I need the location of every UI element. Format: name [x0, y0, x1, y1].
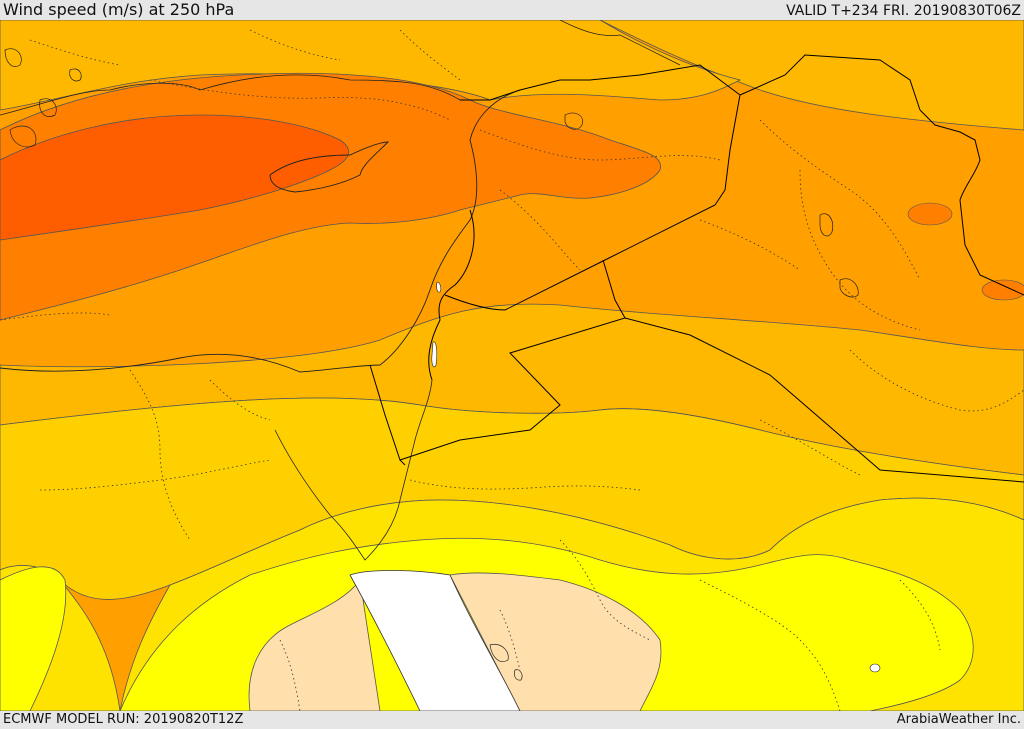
lake	[839, 278, 859, 298]
lake	[564, 112, 583, 130]
red-sea-islands	[489, 644, 523, 681]
band-yellow-left	[0, 566, 67, 711]
wind-speed-map[interactable]	[0, 20, 1024, 711]
model-run: ECMWF MODEL RUN: 20190820T12Z	[3, 712, 244, 727]
map-title: Wind speed (m/s) at 250 hPa	[3, 0, 235, 19]
lake	[819, 213, 834, 237]
coastline	[274, 379, 433, 561]
national-border	[428, 209, 475, 381]
national-border	[919, 109, 1024, 296]
band-weak-west	[248, 578, 381, 711]
map-footer: ECMWF MODEL RUN: 20190820T12Z ArabiaWeat…	[0, 711, 1024, 729]
red-sea	[349, 570, 521, 711]
band-amber-north	[0, 20, 742, 111]
band-amber	[0, 20, 1024, 131]
lake	[436, 281, 442, 293]
lake	[869, 663, 881, 673]
coastline	[0, 89, 521, 373]
national-border	[369, 364, 406, 466]
national-border	[399, 259, 626, 461]
national-border	[460, 64, 741, 101]
dead-sea	[431, 341, 438, 368]
band-deep-patch	[907, 202, 953, 226]
cyprus-island	[269, 141, 390, 193]
provincial-boundaries	[0, 29, 1024, 711]
credit-label: ArabiaWeather Inc.	[896, 712, 1021, 727]
valid-time: VALID T+234 FRI. 20190830T06Z	[786, 3, 1021, 19]
coastline	[559, 20, 681, 66]
band-weak-east	[449, 572, 662, 711]
national-border	[624, 317, 1024, 483]
coastline	[0, 74, 461, 116]
map-header: Wind speed (m/s) at 250 hPa VALID T+234 …	[0, 0, 1024, 20]
band-deep-patch	[981, 279, 1024, 301]
national-border	[444, 54, 921, 311]
